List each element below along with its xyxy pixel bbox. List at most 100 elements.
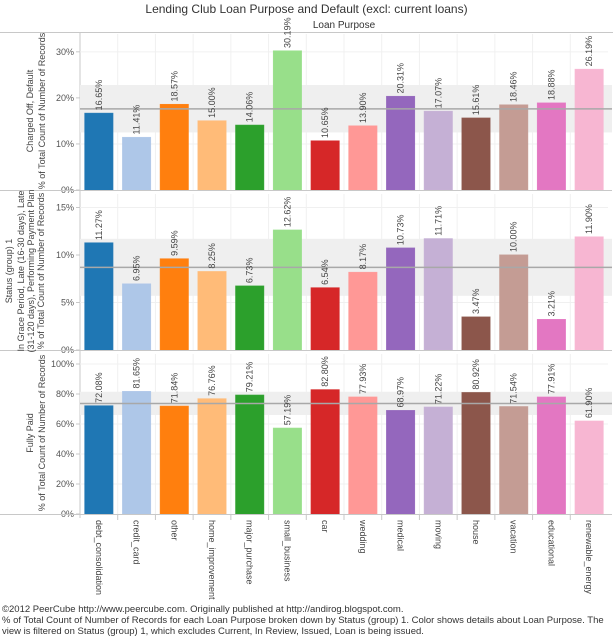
y-tick-label: 10% (56, 139, 74, 149)
y-tick-label: 15% (56, 203, 74, 213)
category-label: wedding (358, 519, 368, 554)
category-label: other (169, 520, 179, 541)
bar-wedding (348, 271, 378, 351)
data-label: 11.27% (94, 210, 104, 240)
data-label: 6.95% (132, 255, 142, 281)
data-label: 30.19% (282, 17, 292, 48)
data-label: 16.65% (94, 80, 104, 111)
y-tick-label: 80% (56, 389, 74, 399)
bar-moving (423, 406, 453, 515)
bar-renewable_energy (574, 68, 604, 191)
data-label: 72.08% (94, 372, 104, 403)
data-label: 6.73% (245, 258, 255, 284)
data-label: 3.47% (471, 289, 481, 315)
bar-medical (386, 95, 416, 191)
data-label: 71.54% (509, 373, 519, 404)
footer-description: % of Total Count of Number of Records fo… (2, 615, 604, 637)
chart-area: 0%10%20%30%16.65%11.41%18.57%15.00% 14.06… (0, 17, 613, 600)
category-label: credit_card (132, 520, 142, 565)
data-label: 12.62% (282, 197, 292, 228)
data-label: 9.59% (169, 230, 179, 256)
data-label: 15.61% (471, 85, 481, 116)
y-tick-label: 60% (56, 419, 74, 429)
data-label: 61.90% (584, 388, 594, 419)
y-tick-label: 20% (56, 479, 74, 489)
category-label: major_purchase (245, 520, 255, 585)
bar-debt_consolidation (84, 242, 114, 351)
row-sublabel: % of Total Count of Number of Records (36, 192, 46, 349)
category-label: educational (546, 520, 556, 566)
y-axis-title: % of Total Count of Number of Records (37, 32, 47, 189)
data-label: 11.41% (132, 105, 142, 135)
category-label: car (320, 520, 330, 533)
chart-title: Lending Club Loan Purpose and Default (e… (145, 2, 468, 16)
category-label: moving (433, 520, 443, 549)
bar-credit_card (122, 136, 152, 191)
data-label: 18.57% (169, 71, 179, 102)
data-label: 81.65% (132, 358, 142, 389)
bar-house (461, 117, 491, 191)
data-label: 71.22% (433, 374, 443, 405)
bar-medical (386, 410, 416, 515)
bar-other (159, 405, 189, 515)
bar-home_improvement (197, 398, 227, 515)
data-label: 18.46% (509, 71, 519, 102)
data-label: 10.00% (509, 221, 519, 252)
category-label: renewable_energy (584, 520, 594, 595)
data-label: 77.93% (358, 364, 368, 395)
data-label: 82.80% (320, 356, 330, 387)
row-label: Charged Off, Default (25, 69, 35, 152)
bar-educational (536, 102, 566, 191)
bar-moving (423, 238, 453, 351)
bar-car (310, 287, 340, 351)
bar-credit_card (122, 391, 152, 515)
bar-major_purchase (235, 394, 265, 515)
data-label: 14.06% (245, 92, 255, 123)
bar-renewable_energy (574, 420, 604, 515)
y-tick-label: 5% (61, 298, 74, 308)
bar-home_improvement (197, 271, 227, 351)
bar-vacation (499, 104, 529, 191)
y-tick-label: 40% (56, 449, 74, 459)
bar-educational (536, 319, 566, 351)
data-label: 17.07% (433, 78, 443, 109)
data-label: 68.97% (396, 377, 406, 408)
row-label: Fully Paid (25, 413, 35, 453)
bar-major_purchase (235, 124, 265, 191)
data-label: 77.91% (546, 364, 556, 395)
row-sublabel: In Grace Period, Late (16-30 days), Late (16, 190, 26, 351)
data-label: 10.65% (320, 107, 330, 138)
bar-house (461, 392, 491, 515)
category-label: house (471, 520, 481, 545)
data-label: 18.88% (546, 70, 556, 101)
data-label: 76.76% (207, 365, 217, 396)
y-tick-label: 30% (56, 47, 74, 57)
data-label: 15.00% (207, 87, 217, 118)
row-sublabel: (31-120 days), Performing Payment Plan (26, 189, 36, 352)
bar-renewable_energy (574, 236, 604, 351)
data-label: 26.19% (584, 36, 594, 67)
data-label: 3.21% (546, 291, 556, 317)
category-label: vacation (509, 520, 519, 554)
data-label: 57.19% (282, 395, 292, 426)
data-label: 6.54% (320, 259, 330, 285)
bar-small_business (272, 50, 302, 191)
bar-vacation (499, 254, 529, 351)
bar-medical (386, 247, 416, 351)
data-label: 11.71% (433, 206, 443, 236)
bar-wedding (348, 125, 378, 191)
data-label: 80.92% (471, 359, 481, 390)
data-label: 71.84% (169, 373, 179, 404)
bar-house (461, 316, 491, 351)
bar-home_improvement (197, 120, 227, 191)
bar-car (310, 140, 340, 191)
bar-other (159, 103, 189, 191)
bar-moving (423, 110, 453, 191)
bar-other (159, 258, 189, 351)
bar-car (310, 389, 340, 515)
bar-credit_card (122, 283, 152, 351)
category-label: debt_consolidation (94, 520, 104, 595)
bar-educational (536, 396, 566, 515)
data-label: 13.90% (358, 92, 368, 123)
y-tick-label: 10% (56, 250, 74, 260)
